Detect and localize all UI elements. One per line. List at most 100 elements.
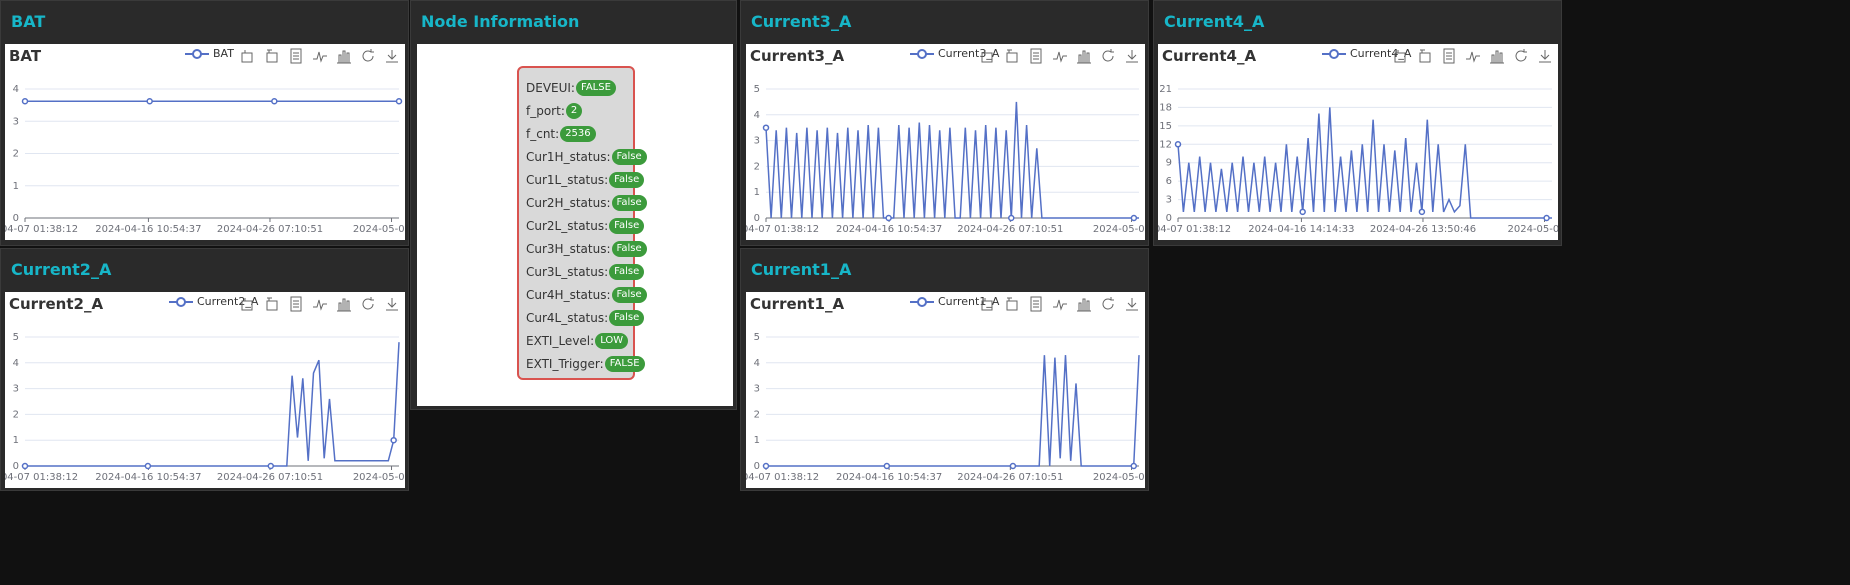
status-badge: FALSE xyxy=(575,79,616,96)
line-chart-icon[interactable] xyxy=(311,295,329,313)
y-tick-label: 0 xyxy=(13,213,19,224)
x-tick-label: 2024-04-07 01:38:12 xyxy=(746,224,819,235)
zoom-icon[interactable] xyxy=(979,295,997,313)
legend-item[interactable]: Current1_A xyxy=(910,295,999,308)
data-point xyxy=(21,98,29,105)
legend-item[interactable]: BAT xyxy=(185,47,234,60)
node-info-row: f_port: 2 xyxy=(526,99,633,122)
status-badge: 2 xyxy=(565,102,583,119)
node-info-row: DEVEUI: FALSE xyxy=(526,76,633,99)
data-view-icon[interactable] xyxy=(1027,295,1045,313)
data-point xyxy=(21,462,29,470)
download-icon[interactable] xyxy=(383,295,401,313)
zoom-reset-icon[interactable] xyxy=(1003,295,1021,313)
restore-icon[interactable] xyxy=(359,47,377,65)
legend-marker-icon xyxy=(169,296,193,307)
x-tick-label: 2024-04-26 07:10:51 xyxy=(957,224,1063,235)
zoom-icon[interactable] xyxy=(239,295,257,313)
x-tick-label: 2024-04-16 14:14:33 xyxy=(1248,224,1354,235)
data-view-icon[interactable] xyxy=(1440,47,1458,65)
panel-current3: Current3_A Current3_A Current3_A 0 1 2 3 4 5 202… xyxy=(740,0,1149,246)
y-tick-label: 1 xyxy=(13,181,19,192)
node-info-card: DEVEUI: FALSE f_port: 2 f_cnt: 2536 Cur1H_stat… xyxy=(517,66,647,380)
x-tick-label: 2024-04-26 07:10:51 xyxy=(217,472,323,483)
bar-chart-icon[interactable] xyxy=(1075,47,1093,65)
bar-chart-icon[interactable] xyxy=(335,295,353,313)
node-info-row: Cur2H_status: False xyxy=(526,191,647,214)
zoom-reset-icon[interactable] xyxy=(263,47,281,65)
zoom-reset-icon[interactable] xyxy=(1416,47,1434,65)
status-badge: False xyxy=(611,240,647,257)
panel-title: Current4_A xyxy=(1164,12,1265,31)
legend-label: Current1_A xyxy=(938,295,1000,308)
restore-icon[interactable] xyxy=(1099,47,1117,65)
node-info-row: Cur4L_status: False xyxy=(526,306,645,329)
data-point xyxy=(1174,141,1182,148)
bar-chart-icon[interactable] xyxy=(1488,47,1506,65)
chart-title: Current3_A xyxy=(750,47,845,65)
bar-chart-icon[interactable] xyxy=(1075,295,1093,313)
chart-plot: 0 1 2 3 4 5 2024-04-07 01:38:12 2024-04-16 10:5… xyxy=(746,84,1145,235)
chart-title: Current2_A xyxy=(9,295,104,313)
download-icon[interactable] xyxy=(1123,295,1141,313)
y-tick-label: 3 xyxy=(13,116,19,127)
data-point xyxy=(1130,214,1138,222)
download-icon[interactable] xyxy=(383,47,401,65)
line-chart-icon[interactable] xyxy=(1464,47,1482,65)
x-tick-label: 2024-04-07 01:38:12 xyxy=(5,224,78,235)
y-tick-label: 0 xyxy=(754,213,760,224)
x-tick-label: 2024-05-06 02 xyxy=(1508,224,1558,235)
line-chart-icon[interactable] xyxy=(1051,295,1069,313)
y-tick-label: 21 xyxy=(1159,84,1172,95)
zoom-reset-icon[interactable] xyxy=(1003,47,1021,65)
line-chart-icon[interactable] xyxy=(311,47,329,65)
chart-title: Current4_A xyxy=(1162,47,1257,65)
x-tick-label: 2024-05-05 16: xyxy=(353,472,405,483)
line-chart-icon[interactable] xyxy=(1051,47,1069,65)
download-icon[interactable] xyxy=(1536,47,1554,65)
legend-marker-icon xyxy=(910,296,934,307)
bar-chart-icon[interactable] xyxy=(335,47,353,65)
zoom-icon[interactable] xyxy=(1392,47,1410,65)
data-view-icon[interactable] xyxy=(1027,47,1045,65)
x-tick-label: 2024-04-16 10:54:37 xyxy=(836,224,942,235)
status-badge: False xyxy=(609,171,645,188)
data-point xyxy=(883,462,891,470)
node-info-label: DEVEUI: xyxy=(526,80,575,95)
data-view-icon[interactable] xyxy=(287,295,305,313)
legend-marker-icon xyxy=(1322,48,1346,59)
zoom-icon[interactable] xyxy=(979,47,997,65)
x-tick-label: 2024-04-07 01:38:12 xyxy=(5,472,78,483)
node-info-label: Cur2L_status: xyxy=(526,218,609,233)
status-badge: FALSE xyxy=(604,355,645,372)
restore-icon[interactable] xyxy=(1099,295,1117,313)
legend-item[interactable]: Current4_A xyxy=(1322,47,1411,60)
node-info-label: Cur2H_status: xyxy=(526,195,611,210)
y-tick-label: 18 xyxy=(1159,102,1172,113)
panel-bat: BAT BAT BAT 0 1 2 3 4 2024-04-07 01:38:12 2024-0… xyxy=(0,0,409,246)
y-tick-label: 3 xyxy=(1166,195,1172,206)
zoom-reset-icon[interactable] xyxy=(263,295,281,313)
restore-icon[interactable] xyxy=(359,295,377,313)
node-info-label: Cur3H_status: xyxy=(526,241,611,256)
node-info-label: EXTI_Trigger: xyxy=(526,356,604,371)
data-view-icon[interactable] xyxy=(287,47,305,65)
download-icon[interactable] xyxy=(1123,47,1141,65)
legend-item[interactable]: Current3_A xyxy=(910,47,999,60)
x-tick-label: 2024-04-07 01:38:12 xyxy=(746,472,819,483)
legend-item[interactable]: Current2_A xyxy=(169,295,258,308)
y-tick-label: 3 xyxy=(13,384,19,395)
y-tick-label: 1 xyxy=(13,435,19,446)
node-info-label: Cur1L_status: xyxy=(526,172,609,187)
zoom-icon[interactable] xyxy=(239,47,257,65)
node-info-label: f_cnt: xyxy=(526,126,560,141)
legend-marker-icon xyxy=(185,48,209,59)
node-info-row: Cur4H_status: False xyxy=(526,283,647,306)
node-info-row: EXTI_Level: LOW xyxy=(526,329,633,352)
legend-label: BAT xyxy=(213,47,234,60)
status-badge: False xyxy=(609,217,645,234)
y-tick-label: 4 xyxy=(13,84,19,95)
node-info-row: Cur3H_status: False xyxy=(526,237,647,260)
y-tick-label: 5 xyxy=(13,332,19,343)
restore-icon[interactable] xyxy=(1512,47,1530,65)
